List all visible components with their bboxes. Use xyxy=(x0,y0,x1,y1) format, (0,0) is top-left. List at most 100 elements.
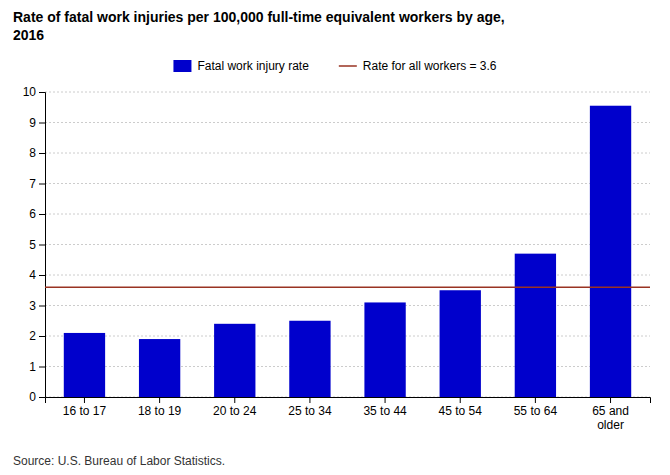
x-tick: 35 to 44 xyxy=(363,397,407,418)
y-tick-mark xyxy=(39,245,45,246)
x-tick: 18 to 19 xyxy=(138,397,182,418)
x-tick-label: 45 to 54 xyxy=(439,404,483,418)
y-tick-mark xyxy=(39,275,45,276)
bar xyxy=(214,324,255,397)
bar xyxy=(139,339,180,397)
y-tick-label: 9 xyxy=(29,116,36,130)
grid-line xyxy=(45,275,650,276)
y-tick-mark xyxy=(39,367,45,368)
x-tick-mark xyxy=(159,397,160,403)
x-tick-label: 16 to 17 xyxy=(63,404,107,418)
grid-line xyxy=(45,153,650,154)
y-tick-mark xyxy=(39,214,45,215)
x-tick-label-line: 65 and xyxy=(592,404,629,418)
legend-swatch xyxy=(173,60,191,72)
x-tick-label-line: 18 to 19 xyxy=(138,404,182,418)
x-tick: 65 andolder xyxy=(592,397,629,432)
x-axis-line xyxy=(46,398,651,404)
x-tick-label-line: 16 to 17 xyxy=(63,404,107,418)
x-tick: 16 to 17 xyxy=(63,397,107,418)
bar xyxy=(364,302,405,397)
x-tick-label: 65 andolder xyxy=(592,404,629,432)
y-tick-label: 2 xyxy=(29,329,36,343)
x-tick-label-line: 35 to 44 xyxy=(363,404,407,418)
grid-line xyxy=(45,122,650,123)
y-tick-label: 8 xyxy=(29,146,36,160)
y-tick: 8 xyxy=(29,146,45,160)
bar xyxy=(440,290,481,397)
y-tick-label: 5 xyxy=(29,238,36,252)
y-tick-mark xyxy=(39,153,45,154)
x-tick-mark xyxy=(610,397,611,403)
grid-line xyxy=(45,366,650,367)
x-tick-mark xyxy=(535,397,536,403)
x-axis: 16 to 17 18 to 19 20 to 24 25 to 34 35 to 44… xyxy=(46,397,651,432)
legend-item: Rate for all workers = 3.6 xyxy=(339,59,497,73)
y-tick: 9 xyxy=(29,116,45,130)
x-tick: 55 to 64 xyxy=(514,397,558,418)
legend-item: Fatal work injury rate xyxy=(173,59,309,73)
y-tick-mark xyxy=(39,92,45,93)
y-tick: 1 xyxy=(29,360,45,374)
x-tick-label: 25 to 34 xyxy=(288,404,332,418)
y-tick: 10 xyxy=(23,85,45,99)
bar xyxy=(515,254,556,397)
legend-label: Fatal work injury rate xyxy=(197,59,309,73)
y-tick: 5 xyxy=(29,238,45,252)
grid-line xyxy=(45,92,650,93)
source: Source: U.S. Bureau of Labor Statistics. xyxy=(13,454,225,468)
x-tick-label: 20 to 24 xyxy=(213,404,257,418)
y-tick-mark xyxy=(39,123,45,124)
legend-label: Rate for all workers = 3.6 xyxy=(363,59,497,73)
grid-line xyxy=(45,183,650,184)
legend-swatch xyxy=(339,65,357,67)
y-tick-label: 4 xyxy=(29,268,36,282)
y-tick-label: 3 xyxy=(29,299,36,313)
y-tick: 6 xyxy=(29,207,45,221)
grid-line xyxy=(45,305,650,306)
y-tick: 3 xyxy=(29,299,45,313)
x-tick-mark xyxy=(84,397,85,403)
chart: Rate of fatal work injuries per 100,000 … xyxy=(0,0,670,475)
x-tick-mark xyxy=(234,397,235,403)
x-tick-label: 35 to 44 xyxy=(363,404,407,418)
bar xyxy=(590,106,631,397)
y-tick-mark xyxy=(39,397,45,398)
y-tick: 4 xyxy=(29,268,45,282)
y-axis: 0 1 2 3 4 5 6 7 8 9 10 xyxy=(23,85,46,404)
y-tick-mark xyxy=(39,306,45,307)
title: Rate of fatal work injuries per 100,000 … xyxy=(13,9,505,43)
x-tick-label-line: 25 to 34 xyxy=(288,404,332,418)
x-tick-label: 18 to 19 xyxy=(138,404,182,418)
y-tick-label: 6 xyxy=(29,207,36,221)
y-tick: 7 xyxy=(29,177,45,191)
x-tick-mark xyxy=(309,397,310,403)
x-tick: 25 to 34 xyxy=(288,397,332,418)
y-tick-label: 1 xyxy=(29,360,36,374)
y-tick-label: 0 xyxy=(29,390,36,404)
grid xyxy=(45,92,650,397)
x-tick: 45 to 54 xyxy=(439,397,483,418)
title-line: Rate of fatal work injuries per 100,000 … xyxy=(13,9,505,25)
bar xyxy=(64,333,105,397)
bar-series xyxy=(64,106,631,397)
y-tick: 0 xyxy=(29,390,45,404)
grid-line xyxy=(45,336,650,337)
bar xyxy=(289,321,330,397)
y-tick-label: 7 xyxy=(29,177,36,191)
y-tick-mark xyxy=(39,336,45,337)
grid-line xyxy=(45,214,650,215)
y-tick-label: 10 xyxy=(23,85,37,99)
y-tick: 2 xyxy=(29,329,45,343)
x-tick-label-line: older xyxy=(597,418,624,432)
legend: Fatal work injury rate Rate for all worke… xyxy=(173,59,496,73)
y-axis-line xyxy=(39,93,46,398)
marks xyxy=(45,106,650,397)
x-tick-label-line: 55 to 64 xyxy=(514,404,558,418)
grid-line xyxy=(45,244,650,245)
x-tick-label-line: 45 to 54 xyxy=(439,404,483,418)
x-tick-label-line: 20 to 24 xyxy=(213,404,257,418)
x-tick: 20 to 24 xyxy=(213,397,257,418)
plot: 0 1 2 3 4 5 6 7 8 9 10 16 to 17 18 to 19 20 to 24 25 t… xyxy=(23,85,651,432)
title-line: 2016 xyxy=(13,27,44,43)
